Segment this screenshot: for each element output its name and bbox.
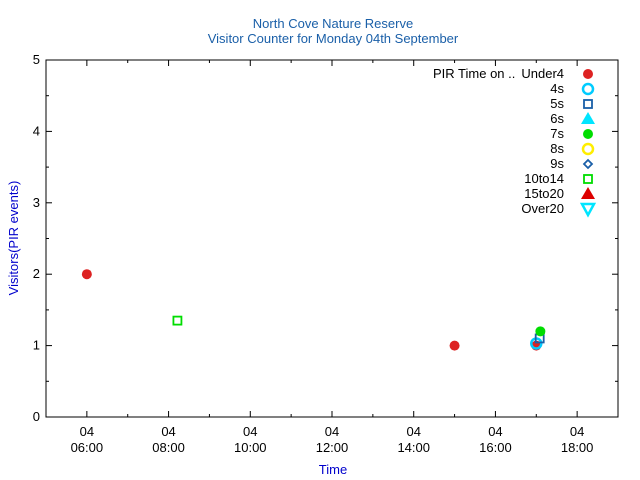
chart-subtitle: Visitor Counter for Monday 04th Septembe… (208, 31, 459, 46)
y-axis-title: Visitors(PIR events) (6, 181, 21, 296)
legend-label: 10to14 (524, 171, 564, 186)
legend-label: 15to20 (524, 186, 564, 201)
legend-marker (582, 158, 594, 170)
y-axis: 0 1 2 3 4 5 (33, 52, 618, 424)
data-points (81, 269, 546, 351)
legend-marker (581, 142, 595, 156)
x-tick-label-time: 12:00 (316, 440, 349, 455)
y-tick-label: 4 (33, 123, 40, 138)
legend-title: PIR Time on .. (433, 66, 515, 81)
data-point (81, 269, 92, 280)
legend-label: 6s (550, 111, 564, 126)
x-tick-label-time: 08:00 (152, 440, 185, 455)
x-axis: 0406:000408:000410:000412:000414:000416:… (45, 60, 619, 455)
legend-marker (583, 129, 593, 139)
legend-marker (581, 82, 595, 96)
x-tick-label-time: 06:00 (71, 440, 104, 455)
y-tick-label: 2 (33, 266, 40, 281)
x-tick-label-day: 04 (406, 424, 420, 439)
y-tick-label: 0 (33, 409, 40, 424)
legend-label: 8s (550, 141, 564, 156)
legend-marker (581, 187, 595, 199)
legend-marker (581, 112, 595, 124)
x-tick-label-day: 04 (488, 424, 502, 439)
chart-title: North Cove Nature Reserve (253, 16, 413, 31)
x-tick-label-day: 04 (80, 424, 94, 439)
y-tick-label: 3 (33, 195, 40, 210)
x-tick-label-time: 18:00 (561, 440, 594, 455)
legend-label: 5s (550, 96, 564, 111)
legend-marker (579, 202, 597, 218)
legend-marker (583, 69, 593, 79)
y-tick-label: 1 (33, 338, 40, 353)
data-point (535, 326, 546, 337)
legend-marker (583, 174, 593, 184)
y-tick-label: 5 (33, 52, 40, 67)
legend-marker (583, 99, 593, 109)
x-tick-label-time: 10:00 (234, 440, 267, 455)
plot-area-frame (45, 59, 619, 418)
x-tick-label-time: 14:00 (397, 440, 430, 455)
legend-label: 7s (550, 126, 564, 141)
x-tick-label-day: 04 (243, 424, 257, 439)
legend-label: 9s (550, 156, 564, 171)
x-tick-label-time: 16:00 (479, 440, 512, 455)
legend-label: Under4 (521, 66, 564, 81)
data-point (172, 315, 183, 326)
data-point (449, 340, 460, 351)
x-tick-label-day: 04 (325, 424, 339, 439)
x-axis-title: Time (319, 462, 347, 477)
x-tick-label-day: 04 (570, 424, 584, 439)
legend-label: 4s (550, 81, 564, 96)
legend-label: Over20 (521, 201, 564, 216)
x-tick-label-day: 04 (161, 424, 175, 439)
